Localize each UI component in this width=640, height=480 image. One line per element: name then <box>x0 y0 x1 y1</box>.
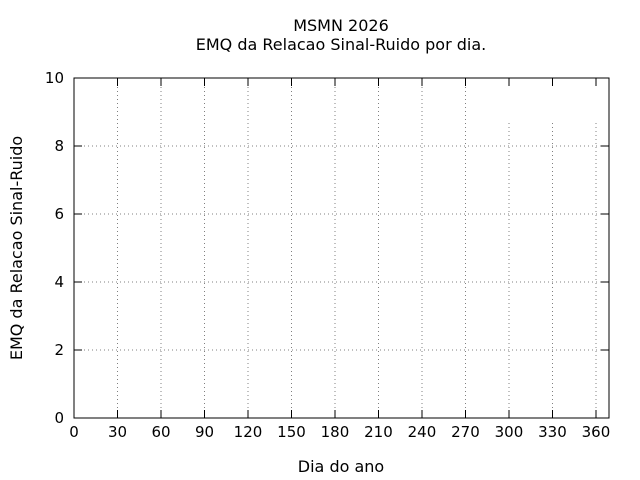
tick-labels: 0 30 60 90 120 150 180 210 240 270 300 330 360 0 2 4 6 8 1… <box>45 69 610 441</box>
y-tick-label: 4 <box>54 273 64 291</box>
x-axis-label: Dia do ano <box>298 457 384 476</box>
x-tick-label: 150 <box>277 423 306 441</box>
chart-subtitle: EMQ da Relacao Sinal-Ruido por dia. <box>196 35 487 54</box>
chart-title: MSMN 2026 <box>293 16 389 35</box>
x-tick-label: 0 <box>69 423 79 441</box>
x-tick-label: 240 <box>408 423 437 441</box>
y-tick-label: 6 <box>54 205 64 223</box>
y-tick-label: 0 <box>54 409 64 427</box>
x-tick-label: 330 <box>538 423 567 441</box>
plot-border <box>73 77 610 419</box>
y-tick-label: 8 <box>54 137 64 155</box>
x-tick-label: 60 <box>151 423 170 441</box>
x-tick-label: 120 <box>234 423 263 441</box>
y-axis-label: EMQ da Relacao Sinal-Ruido <box>7 136 26 360</box>
x-tick-label: 180 <box>321 423 350 441</box>
y-tick-label: 10 <box>45 69 64 87</box>
x-tick-label: 210 <box>364 423 393 441</box>
gridlines <box>76 86 608 416</box>
tick-marks <box>73 77 609 419</box>
x-tick-label: 30 <box>108 423 127 441</box>
y-tick-label: 2 <box>54 341 64 359</box>
x-tick-label: 300 <box>495 423 524 441</box>
x-tick-label: 90 <box>195 423 214 441</box>
x-tick-label: 270 <box>451 423 480 441</box>
x-tick-label: 360 <box>582 423 611 441</box>
